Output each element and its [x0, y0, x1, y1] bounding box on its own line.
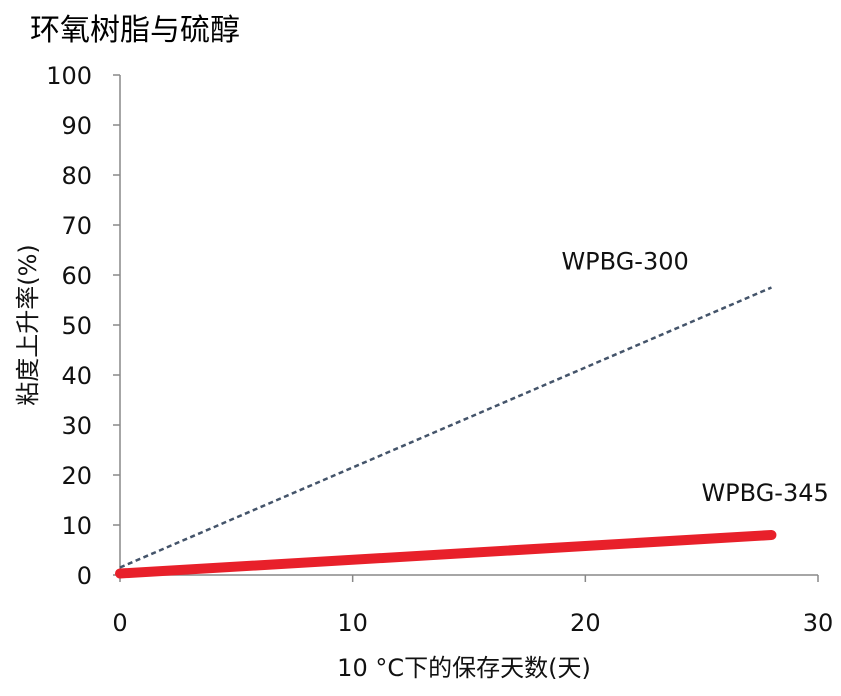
chart-title: 环氧树脂与硫醇	[30, 13, 240, 48]
x-axis-title: 10 °C下的保存天数(天)	[337, 654, 591, 682]
y-tick-label: 90	[61, 112, 92, 140]
y-tick-label: 20	[61, 462, 92, 490]
x-tick-label: 10	[337, 609, 368, 637]
series-label-wpbg-300: WPBG-300	[561, 248, 688, 276]
y-tick-label: 40	[61, 362, 92, 390]
x-tick-label: 20	[570, 609, 601, 637]
y-tick-label: 10	[61, 512, 92, 540]
series-line-wpbg-300	[119, 286, 772, 569]
y-axis-ticks: 0 10 20 30 40 50 60 70 80 90 100	[46, 62, 120, 590]
series-line-wpbg-345	[115, 530, 777, 579]
series-layer: WPBG-300 WPBG-345	[115, 248, 829, 579]
y-tick-label: 80	[61, 162, 92, 190]
y-tick-label: 30	[61, 412, 92, 440]
series-label-wpbg-345: WPBG-345	[701, 479, 828, 507]
x-tick-label: 30	[803, 609, 834, 637]
y-axis-title: 粘度上升率(%)	[14, 244, 42, 406]
y-tick-label: 70	[61, 212, 92, 240]
y-tick-label: 100	[46, 62, 92, 90]
y-tick-label: 50	[61, 312, 92, 340]
y-tick-label: 0	[77, 562, 92, 590]
y-tick-label: 60	[61, 262, 92, 290]
x-tick-label: 0	[112, 609, 127, 637]
x-axis-ticks: 0 10 20 30	[112, 575, 833, 637]
